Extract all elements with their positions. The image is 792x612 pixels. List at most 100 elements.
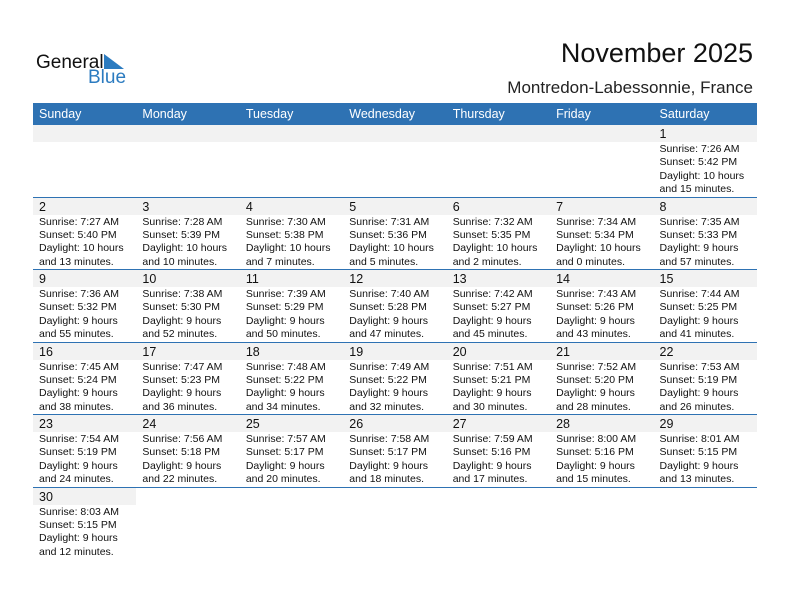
day-info: Sunrise: 7:36 AM Sunset: 5:32 PM Daylight:…: [33, 287, 136, 342]
sunrise-text: Sunrise: 7:53 AM: [659, 360, 740, 373]
daylight-text: Daylight: 10 hours: [39, 242, 124, 255]
day-number: 17: [136, 342, 240, 360]
sunrise-text: Sunrise: 7:42 AM: [452, 288, 533, 300]
empty-cell: [343, 488, 446, 560]
sunrise-text: Sunrise: 7:34 AM: [556, 215, 637, 228]
daylight-text: and 43 minutes.: [556, 328, 631, 341]
day-number: 30: [33, 487, 137, 505]
daylight-text: Daylight: 10 hours: [452, 242, 538, 255]
daylight-text: and 10 minutes.: [142, 255, 218, 268]
day-number: 20: [446, 342, 551, 360]
daylight-text: Daylight: 9 hours: [39, 314, 118, 327]
daylight-text: Daylight: 10 hours: [349, 242, 434, 255]
day-number: [33, 125, 137, 142]
sunset-text: Sunset: 5:23 PM: [142, 373, 221, 386]
sunset-text: Sunset: 5:20 PM: [556, 373, 634, 386]
sunset-text: Sunset: 5:19 PM: [39, 446, 117, 459]
daylight-text: and 12 minutes.: [39, 545, 114, 558]
empty-cell: [136, 488, 239, 560]
day-number: [446, 125, 551, 142]
day-number: 24: [136, 415, 240, 432]
week-row: 23 Sunrise: 7:54 AM Sunset: 5:19 PM Dayligh…: [33, 415, 757, 488]
day-number: 22: [653, 342, 757, 360]
sunset-text: Sunset: 5:16 PM: [452, 446, 531, 459]
daylight-text: Daylight: 9 hours: [659, 314, 739, 327]
day-cell: 12 Sunrise: 7:40 AM Sunset: 5:28 PM Dayligh…: [343, 270, 447, 342]
day-number: 21: [550, 342, 654, 360]
sunrise-text: Sunrise: 7:57 AM: [245, 433, 326, 445]
weekday-sunday: Sunday: [39, 107, 82, 121]
day-number: [136, 125, 240, 142]
sunrise-text: Sunrise: 7:30 AM: [245, 215, 326, 228]
daylight-text: Daylight: 9 hours: [142, 459, 222, 472]
daylight-text: Daylight: 10 hours: [245, 242, 331, 255]
daylight-text: Daylight: 9 hours: [39, 459, 118, 472]
weekday-monday: Monday: [142, 107, 187, 121]
sunset-text: Sunset: 5:35 PM: [452, 228, 531, 241]
calendar: Sunday Monday Tuesday Wednesday Thursday Frid…: [33, 103, 757, 559]
sunset-text: Sunset: 5:32 PM: [39, 301, 117, 314]
empty-cell: [446, 125, 551, 197]
day-info: Sunrise: 7:47 AM Sunset: 5:23 PM Daylight:…: [136, 360, 239, 415]
day-info: Sunrise: 7:51 AM Sunset: 5:21 PM Daylight:…: [447, 360, 550, 415]
daylight-text: and 38 minutes.: [39, 400, 114, 413]
day-info: Sunrise: 7:48 AM Sunset: 5:22 PM Daylight:…: [240, 360, 343, 415]
daylight-text: Daylight: 9 hours: [245, 314, 325, 327]
sunset-text: Sunset: 5:17 PM: [349, 446, 427, 459]
day-info: Sunrise: 7:32 AM Sunset: 5:35 PM Daylight:…: [447, 215, 550, 270]
sunrise-text: Sunrise: 7:27 AM: [39, 215, 119, 228]
empty-cell: [239, 125, 344, 197]
daylight-text: Daylight: 9 hours: [245, 459, 325, 472]
sunrise-text: Sunrise: 7:31 AM: [349, 215, 430, 228]
daylight-text: Daylight: 9 hours: [452, 459, 532, 472]
day-info: Sunrise: 7:28 AM Sunset: 5:39 PM Daylight:…: [136, 215, 239, 270]
day-info: Sunrise: 7:42 AM Sunset: 5:27 PM Daylight:…: [447, 287, 550, 342]
sunrise-text: Sunrise: 7:48 AM: [245, 360, 326, 373]
day-info: Sunrise: 8:03 AM Sunset: 5:15 PM Daylight:…: [33, 505, 136, 560]
sunset-text: Sunset: 5:29 PM: [245, 301, 324, 314]
daylight-text: and 30 minutes.: [452, 400, 528, 413]
daylight-text: Daylight: 9 hours: [659, 387, 739, 400]
day-number: 18: [239, 342, 344, 360]
sunrise-text: Sunrise: 7:39 AM: [245, 288, 326, 300]
sunrise-text: Sunrise: 7:44 AM: [659, 288, 740, 300]
day-cell: 14 Sunrise: 7:43 AM Sunset: 5:26 PM Dayligh…: [550, 270, 654, 342]
sunset-text: Sunset: 5:17 PM: [245, 446, 324, 459]
day-info: Sunrise: 7:49 AM Sunset: 5:22 PM Daylight:…: [343, 360, 446, 415]
page-title: November 2025: [560, 38, 753, 68]
daylight-text: Daylight: 9 hours: [452, 387, 532, 400]
week-row: 9 Sunrise: 7:36 AM Sunset: 5:32 PM Daylight…: [33, 270, 757, 343]
sunrise-text: Sunrise: 7:58 AM: [349, 433, 430, 445]
daylight-text: and 5 minutes.: [349, 255, 419, 268]
day-cell: 13 Sunrise: 7:42 AM Sunset: 5:27 PM Dayligh…: [446, 270, 551, 342]
sunset-text: Sunset: 5:15 PM: [39, 518, 117, 531]
day-info: Sunrise: 7:43 AM Sunset: 5:26 PM Daylight:…: [550, 287, 653, 342]
day-info: Sunrise: 7:52 AM Sunset: 5:20 PM Daylight:…: [550, 360, 653, 415]
day-cell: 20 Sunrise: 7:51 AM Sunset: 5:21 PM Dayligh…: [446, 342, 551, 415]
logo-triangle-icon: [104, 54, 124, 69]
sunset-text: Sunset: 5:26 PM: [556, 301, 634, 314]
day-number: 3: [136, 197, 240, 215]
daylight-text: Daylight: 10 hours: [142, 242, 228, 255]
daylight-text: and 41 minutes.: [659, 328, 735, 341]
sunset-text: Sunset: 5:28 PM: [349, 301, 427, 314]
week-row: 16 Sunrise: 7:45 AM Sunset: 5:24 PM Dayligh…: [33, 342, 757, 415]
day-number: 25: [239, 415, 344, 432]
daylight-text: and 24 minutes.: [39, 473, 114, 486]
day-info: Sunrise: 7:39 AM Sunset: 5:29 PM Daylight:…: [240, 287, 343, 342]
day-number: 6: [446, 197, 551, 215]
sunrise-text: Sunrise: 7:38 AM: [142, 288, 223, 300]
day-number: 11: [239, 270, 344, 287]
day-cell: 23 Sunrise: 7:54 AM Sunset: 5:19 PM Dayligh…: [33, 415, 137, 487]
day-cell: 22 Sunrise: 7:53 AM Sunset: 5:19 PM Dayligh…: [653, 342, 757, 415]
daylight-text: Daylight: 9 hours: [142, 314, 222, 327]
daylight-text: and 52 minutes.: [142, 328, 218, 341]
daylight-text: and 13 minutes.: [39, 255, 114, 268]
sunrise-text: Sunrise: 7:59 AM: [452, 433, 533, 445]
day-number: 14: [550, 270, 654, 287]
sunset-text: Sunset: 5:36 PM: [349, 228, 427, 241]
sunrise-text: Sunrise: 8:03 AM: [39, 505, 119, 518]
day-info: Sunrise: 7:30 AM Sunset: 5:38 PM Daylight:…: [240, 215, 343, 270]
daylight-text: Daylight: 9 hours: [556, 314, 635, 327]
day-info: Sunrise: 7:53 AM Sunset: 5:19 PM Daylight:…: [654, 360, 757, 415]
